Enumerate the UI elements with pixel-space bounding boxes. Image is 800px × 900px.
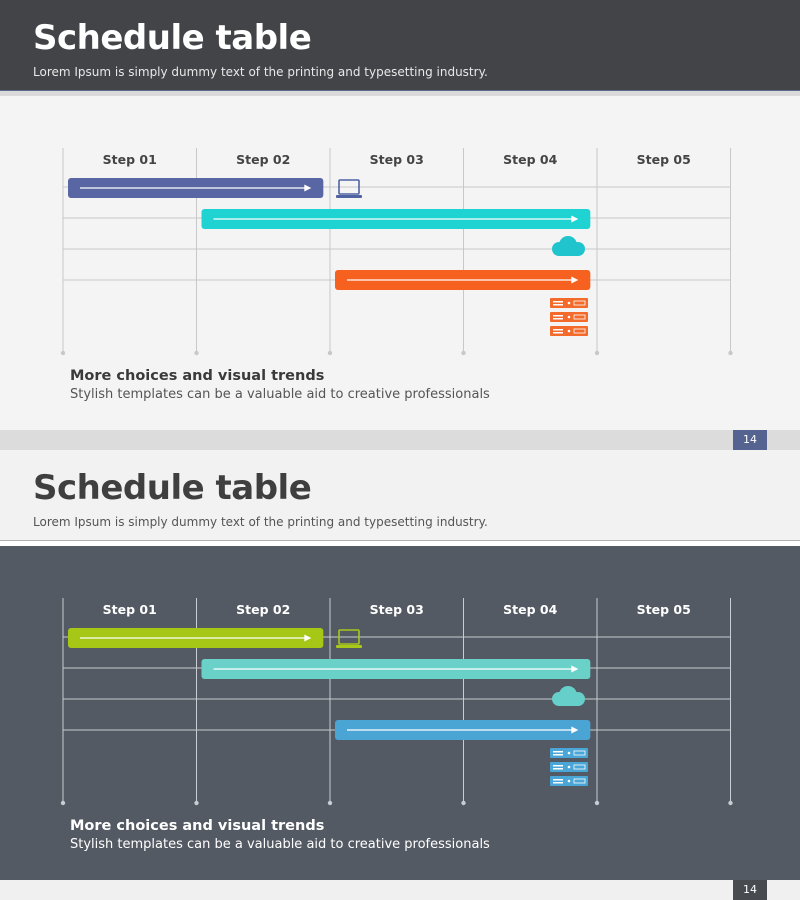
schedule-gantt-chart: Step 01 Step 02 Step 03 Step 04 Step 05 [60, 148, 733, 356]
gridline-end-dot [728, 350, 733, 356]
step-label: Step 04 [503, 602, 557, 617]
laptop-icon [336, 179, 362, 198]
step-label: Step 05 [637, 602, 691, 617]
step-label: Step 01 [103, 602, 157, 617]
slide-dark: Schedule table Lorem Ipsum is simply dum… [0, 450, 800, 900]
page-number: 14 [733, 430, 767, 450]
step-label: Step 04 [503, 152, 557, 167]
header-divider [0, 90, 800, 96]
task-bar-arrowhead [304, 184, 312, 192]
gridline-end-dot [461, 350, 466, 356]
task-bar [335, 720, 591, 740]
schedule-gantt-chart: Step 01 Step 02 Step 03 Step 04 Step 05 [60, 598, 733, 806]
caption-title: More choices and visual trends [70, 818, 325, 834]
chart-area [0, 96, 800, 430]
server-rack-icon [550, 748, 588, 786]
slide-footer [0, 880, 800, 900]
task-bar-arrowhead [571, 726, 579, 734]
caption-text: Stylish templates can be a valuable aid … [70, 387, 490, 402]
slide-title: Schedule table [33, 18, 312, 58]
step-label: Step 05 [637, 152, 691, 167]
step-label: Step 02 [236, 602, 290, 617]
slide-footer [0, 430, 800, 450]
gridline-end-dot [327, 350, 333, 356]
task-bar [68, 628, 324, 648]
gridline-end-dot [327, 800, 333, 806]
task-bar [201, 659, 591, 679]
gridline-end-dot [60, 800, 66, 806]
cloud-icon [552, 686, 585, 706]
step-label: Step 01 [103, 152, 157, 167]
slide-subtitle: Lorem Ipsum is simply dummy text of the … [33, 65, 488, 79]
task-bar-arrowhead [571, 665, 579, 673]
gridline-end-dot [594, 350, 600, 356]
slide-header: Schedule table Lorem Ipsum is simply dum… [0, 0, 800, 90]
slide-light: Schedule table Lorem Ipsum is simply dum… [0, 0, 800, 450]
step-label: Step 03 [370, 152, 424, 167]
task-bar-arrowhead [304, 634, 312, 642]
server-rack-icon [550, 298, 588, 336]
cloud-icon [552, 236, 585, 256]
caption-text: Stylish templates can be a valuable aid … [70, 837, 490, 852]
laptop-icon [336, 629, 362, 648]
slide-title: Schedule table [33, 468, 312, 508]
gridline-end-dot [728, 800, 733, 806]
gridline-end-dot [594, 800, 600, 806]
task-bar-arrowhead [571, 215, 579, 223]
step-label: Step 02 [236, 152, 290, 167]
header-divider [0, 540, 800, 546]
slide-header: Schedule table Lorem Ipsum is simply dum… [0, 450, 800, 540]
step-label: Step 03 [370, 602, 424, 617]
task-bar [68, 178, 324, 198]
slide-subtitle: Lorem Ipsum is simply dummy text of the … [33, 515, 488, 529]
gridline-end-dot [461, 800, 466, 806]
task-bar [335, 270, 591, 290]
gridline-end-dot [60, 350, 66, 356]
gridline-end-dot [194, 800, 199, 806]
gridline-end-dot [194, 350, 199, 356]
page-number: 14 [733, 880, 767, 900]
caption-title: More choices and visual trends [70, 368, 325, 384]
task-bar-arrowhead [571, 276, 579, 284]
task-bar [201, 209, 591, 229]
chart-area [0, 546, 800, 880]
